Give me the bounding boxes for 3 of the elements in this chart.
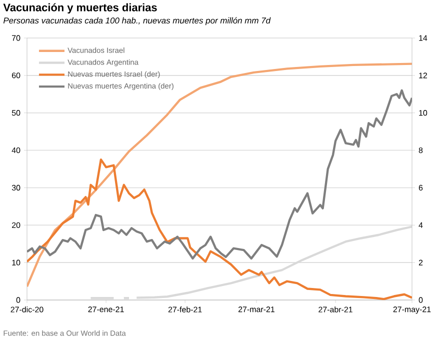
chart-subtitle: Personas vacunadas cada 100 hab., nuevas muertes por millón mm 7d <box>3 17 271 26</box>
chart-title: Vacunación y muertes diarias <box>3 3 157 14</box>
line-series <box>27 89 412 260</box>
